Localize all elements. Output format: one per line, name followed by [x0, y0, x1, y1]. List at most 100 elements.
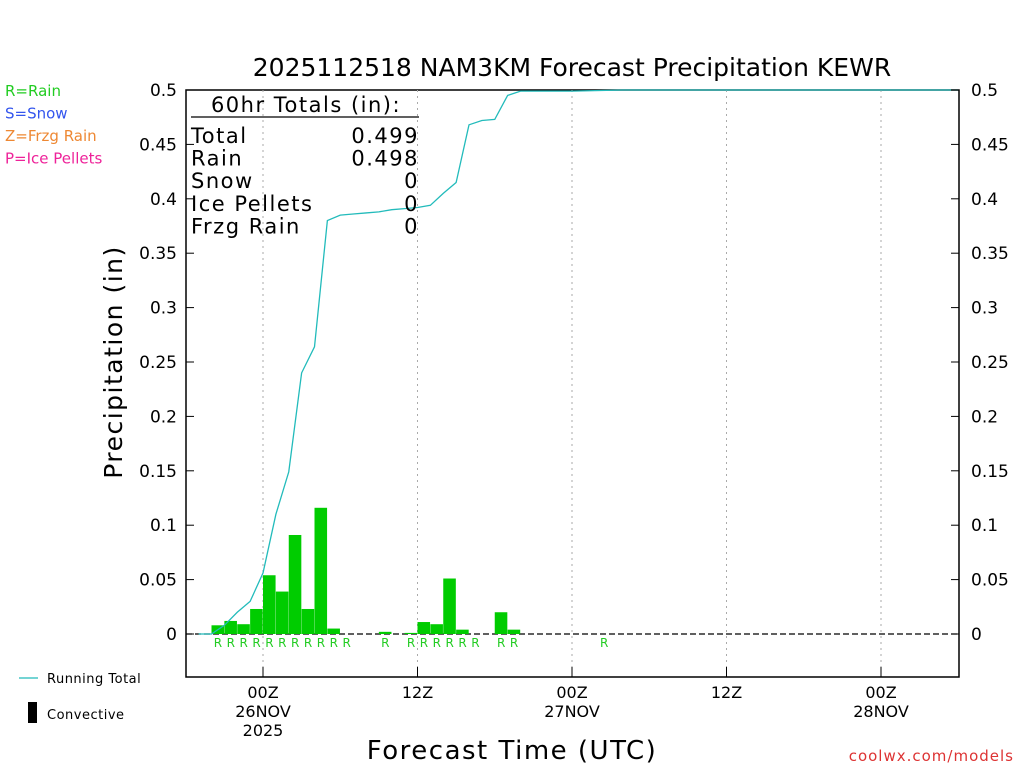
y-tick-label-left: 0.45 [139, 135, 177, 155]
y-tick-label-left: 0.05 [139, 571, 177, 591]
chart-title: 2025112518 NAM3KM Forecast Precipitation… [253, 53, 891, 82]
ptype-marker: R [240, 636, 248, 650]
ptype-marker: R [458, 636, 466, 650]
precip-bar [250, 608, 263, 634]
ptype-legend-item: R=Rain [5, 82, 61, 100]
x-tick-label: 28NOV [853, 702, 909, 721]
x-tick-label: 27NOV [544, 702, 600, 721]
y-tick-label-left: 0.35 [139, 244, 177, 264]
precip-bar [263, 575, 276, 634]
ptype-marker: R [343, 636, 351, 650]
x-tick-label: 12Z [711, 683, 742, 702]
running-total-legend-label: Running Total [47, 672, 141, 687]
x-tick-label: 12Z [402, 683, 433, 702]
y-tick-label-right: 0.45 [971, 135, 1009, 155]
y-tick-label-right: 0.35 [971, 244, 1009, 264]
precip-bar [494, 612, 508, 634]
y-axis-left: 0 0.05 0.1 0.15 0.2 0.25 0.3 0.35 0.4 0.45 0.5 [139, 81, 194, 645]
precip-bar [443, 578, 456, 634]
ptype-marker: R [330, 636, 338, 650]
precip-bar [275, 591, 289, 634]
y-axis-right: 0 0.05 0.1 0.15 0.2 0.25 0.3 0.35 0.4 0.45 0.5 [951, 81, 1009, 645]
totals-box: 60hr Totals (in): Total 0.499 Rain 0.498 Sno… [190, 93, 419, 238]
ptype-marker: R [407, 636, 415, 650]
ptype-marker: R [278, 636, 286, 650]
precip-bar [430, 624, 443, 634]
totals-row-value: 0 [404, 169, 419, 193]
ptype-marker: R [291, 636, 299, 650]
totals-row-label: Rain [191, 147, 243, 171]
x-tick-label: 00Z [865, 683, 896, 702]
x-tick-label: 00Z [247, 683, 278, 702]
ptype-marker: R [317, 636, 325, 650]
y-tick-label-left: 0.15 [139, 462, 177, 482]
ptype-marker: R [304, 636, 312, 650]
running-total-series [198, 89, 959, 635]
ptype-marker: R [497, 636, 505, 650]
precip-bar [378, 631, 392, 634]
totals-row-value: 0 [404, 214, 419, 238]
ptype-marker: R [600, 636, 608, 650]
ptype-legend-item: S=Snow [5, 105, 68, 123]
ptype-marker: R [510, 636, 518, 650]
site-credit: coolwx.com/models [849, 747, 1014, 765]
precip-bar [507, 629, 521, 634]
y-tick-label-left: 0.5 [150, 81, 177, 101]
totals-row-value: 0.498 [351, 147, 419, 171]
ptype-marker: R [252, 636, 260, 650]
precip-bar [404, 632, 418, 634]
bar-series [211, 507, 521, 634]
precip-bar [237, 624, 250, 634]
y-tick-label-right: 0.5 [971, 81, 998, 101]
totals-row-label: Snow [191, 169, 254, 193]
totals-row-value: 0 [404, 192, 419, 216]
convective-legend-swatch [28, 702, 37, 723]
running-total-line [198, 89, 959, 635]
ptype-legend-item: P=Ice Pellets [5, 150, 102, 168]
ptype-marker: R [227, 636, 235, 650]
y-tick-label-right: 0.05 [971, 571, 1009, 591]
y-tick-label-left: 0.25 [139, 353, 177, 373]
totals-row-label: Frzg Rain [191, 214, 301, 238]
ptype-marker: R [265, 636, 273, 650]
precip-bar [288, 534, 302, 634]
y-tick-label-right: 0.3 [971, 299, 998, 319]
totals-row-value: 0.499 [351, 124, 419, 148]
y-tick-label-right: 0.15 [971, 462, 1009, 482]
y-tick-label-left: 0.2 [150, 407, 177, 427]
ptype-legend-item: Z=Frzg Rain [5, 127, 97, 145]
y-tick-label-left: 0 [166, 625, 177, 645]
y-axis-label: Precipitation (in) [99, 245, 128, 479]
precip-bar [417, 622, 431, 634]
precip-bar [301, 608, 315, 634]
vertical-gridlines [262, 90, 882, 677]
y-tick-label-left: 0.1 [150, 516, 177, 536]
precip-bar [327, 628, 340, 634]
ptype-legend: R=Rain S=Snow Z=Frzg Rain P=Ice Pellets [5, 82, 102, 168]
ptype-marker: R [433, 636, 441, 650]
totals-row-label: Total [190, 124, 248, 148]
precip-bar [224, 620, 237, 634]
y-tick-label-left: 0.3 [150, 299, 177, 319]
y-tick-label-right: 0.25 [971, 353, 1009, 373]
totals-title: 60hr Totals (in): [211, 93, 401, 117]
precip-bar [456, 629, 469, 634]
y-tick-label-right: 0 [971, 625, 982, 645]
ptype-marker: R [446, 636, 454, 650]
x-tick-label: 26NOV [235, 702, 291, 721]
convective-legend-label: Convective [47, 708, 125, 723]
ptype-marker: R [420, 636, 428, 650]
y-tick-label-right: 0.1 [971, 516, 998, 536]
y-tick-label-right: 0.4 [971, 190, 998, 210]
x-axis-label: Forecast Time (UTC) [367, 736, 658, 766]
ptype-marker: R [381, 636, 389, 650]
x-tick-label: 00Z [556, 683, 587, 702]
ptype-marker: R [471, 636, 479, 650]
y-tick-label-left: 0.4 [150, 190, 177, 210]
y-tick-label-right: 0.2 [971, 407, 998, 427]
totals-row-label: Ice Pellets [191, 192, 313, 216]
x-tick-label: 2025 [243, 721, 284, 740]
